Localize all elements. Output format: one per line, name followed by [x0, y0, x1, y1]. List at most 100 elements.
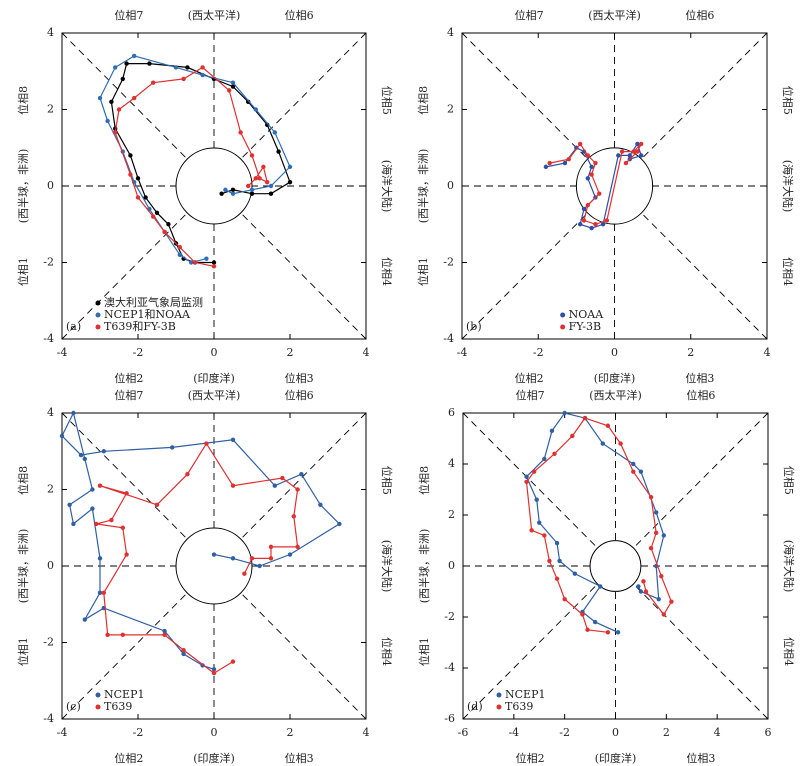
phase-label: (西太平洋)	[589, 388, 642, 402]
data-point	[147, 61, 152, 66]
data-point	[253, 176, 258, 181]
data-point	[124, 61, 129, 66]
data-point	[577, 222, 583, 227]
data-point	[230, 84, 236, 89]
data-point	[90, 506, 95, 511]
data-point	[261, 164, 266, 170]
phase-label: 位相5	[380, 466, 394, 495]
series-line	[525, 417, 673, 633]
data-point	[109, 517, 114, 523]
phase-label: 位相7	[114, 8, 143, 22]
data-point	[177, 245, 182, 250]
data-point	[641, 579, 646, 584]
data-point	[257, 563, 262, 569]
phase-label: 位相5	[782, 466, 796, 495]
y-tick-label: 2	[47, 103, 54, 116]
data-point	[124, 552, 129, 557]
data-point	[616, 153, 621, 158]
phase-guide	[641, 212, 768, 340]
y-tick-label: -6	[444, 712, 455, 725]
data-point	[524, 474, 529, 479]
data-point	[577, 141, 583, 147]
x-tick-label: 2	[663, 726, 670, 739]
data-point	[318, 502, 323, 507]
data-point	[230, 556, 236, 561]
data-point	[204, 441, 209, 446]
data-point	[238, 130, 243, 135]
data-point	[177, 252, 182, 258]
data-point	[246, 183, 251, 189]
phase-label: 位相6	[685, 8, 714, 22]
legend-label: NOAA	[569, 308, 605, 321]
phase-label: 位相8	[417, 466, 431, 495]
data-point	[295, 544, 300, 550]
data-point	[97, 95, 103, 101]
phase-guide	[633, 583, 769, 720]
data-point	[101, 449, 107, 454]
data-point	[661, 533, 666, 538]
data-point	[659, 574, 664, 579]
x-tick-label: 0	[612, 726, 619, 739]
data-point	[173, 65, 179, 70]
phase-guide	[461, 212, 588, 340]
data-point	[547, 160, 552, 166]
y-tick-label: -2	[443, 256, 454, 269]
data-point	[185, 472, 190, 477]
data-point	[656, 596, 661, 602]
data-point	[543, 164, 549, 170]
phase-label: 位相1	[16, 637, 30, 666]
legend-label: T639和FY-3B	[104, 320, 176, 333]
data-point	[151, 80, 156, 85]
phase-label: 位相5	[380, 86, 394, 115]
phase-guide	[61, 32, 188, 160]
phase-label: (西太平洋)	[188, 8, 241, 22]
data-point	[227, 88, 232, 93]
data-point	[181, 76, 186, 82]
x-tick-label: -2	[133, 346, 144, 359]
data-point	[589, 225, 594, 231]
data-point	[170, 445, 175, 450]
data-point	[143, 195, 148, 200]
phase-guide	[461, 32, 588, 160]
panel-label: (a)	[66, 320, 81, 333]
data-point	[604, 218, 610, 223]
data-point	[120, 76, 126, 82]
phase-label: 位相3	[285, 371, 314, 385]
phase-label: 位相8	[16, 466, 30, 495]
data-point	[653, 510, 659, 515]
data-point	[582, 415, 588, 421]
legend-marker	[496, 704, 502, 710]
data-point	[82, 456, 88, 462]
data-point	[643, 589, 649, 594]
data-point	[97, 483, 103, 488]
data-point	[249, 556, 255, 561]
data-point	[276, 149, 281, 154]
y-tick-label: -4	[443, 332, 454, 345]
data-point	[669, 599, 674, 604]
data-point	[605, 423, 611, 428]
phase-label: 位相3	[686, 751, 715, 765]
phase-label: 位相6	[686, 388, 715, 402]
x-tick-label: 6	[765, 726, 772, 739]
data-point	[230, 80, 236, 85]
data-point	[246, 99, 251, 105]
panel-label: (c)	[66, 700, 81, 713]
y-tick-label: 2	[447, 103, 454, 116]
data-point	[635, 149, 640, 154]
data-point	[105, 632, 110, 638]
y-tick-label: 0	[448, 559, 455, 572]
x-tick-label: 2	[687, 346, 694, 359]
data-point	[268, 544, 274, 550]
phase-guide	[61, 412, 188, 540]
data-point	[109, 99, 114, 105]
data-point	[162, 628, 167, 634]
phase-label: (印度洋)	[193, 751, 235, 765]
panel-label: (b)	[466, 320, 482, 333]
data-point	[94, 521, 99, 527]
phase-label: 位相8	[416, 86, 430, 115]
data-point	[265, 179, 270, 185]
data-point	[542, 533, 547, 538]
y-tick-label: 0	[47, 179, 54, 192]
series-line	[99, 55, 291, 264]
